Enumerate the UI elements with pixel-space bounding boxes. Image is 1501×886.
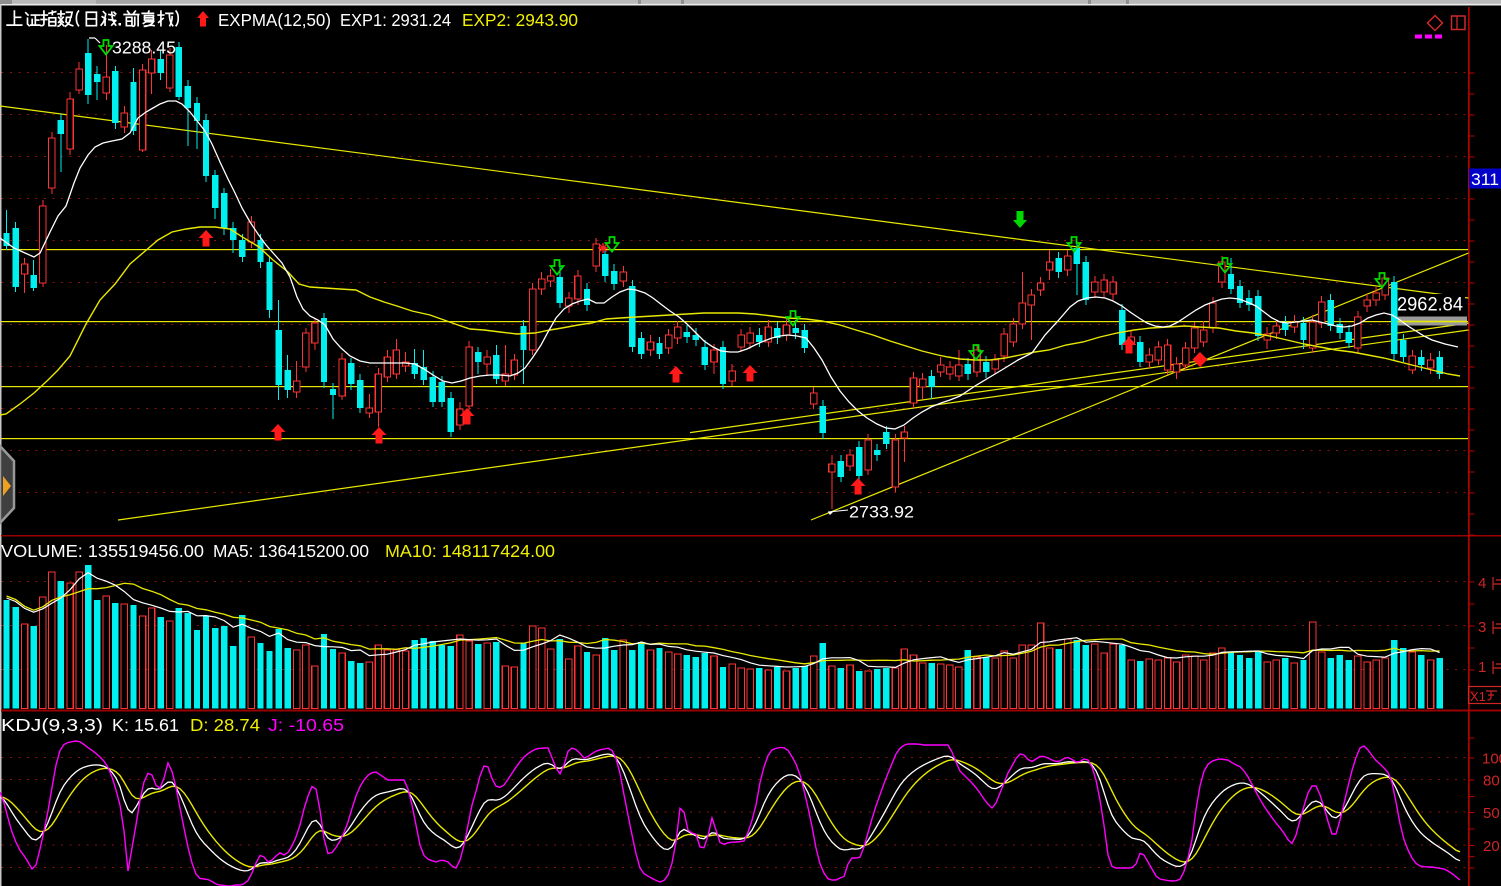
svg-text:D: 28.74: D: 28.74 <box>190 715 260 735</box>
svg-text:J: -10.65: J: -10.65 <box>268 715 344 735</box>
svg-text:3: 3 <box>1478 619 1486 636</box>
svg-text:X1: X1 <box>1470 689 1486 704</box>
svg-text:100: 100 <box>1482 751 1501 768</box>
svg-text:K: 15.61: K: 15.61 <box>112 715 179 735</box>
svg-text:2733.92: 2733.92 <box>849 503 914 522</box>
svg-text:KDJ(9,3,3): KDJ(9,3,3) <box>1 715 103 735</box>
svg-text:EXPMA(12,50): EXPMA(12,50) <box>218 10 331 30</box>
svg-text:311: 311 <box>1471 170 1499 189</box>
svg-text:VOLUME: 135519456.00: VOLUME: 135519456.00 <box>1 541 204 561</box>
svg-text:50: 50 <box>1483 805 1500 822</box>
svg-text:80: 80 <box>1483 773 1500 790</box>
svg-text:EXP1: 2931.24: EXP1: 2931.24 <box>340 10 451 30</box>
svg-text:20: 20 <box>1483 838 1500 855</box>
svg-text:2962.84: 2962.84 <box>1397 295 1463 316</box>
svg-text:3288.45: 3288.45 <box>112 38 176 58</box>
svg-text:MA10: 148117424.00: MA10: 148117424.00 <box>385 541 555 561</box>
svg-text:4: 4 <box>1478 575 1486 592</box>
svg-text:MA5: 136415200.00: MA5: 136415200.00 <box>213 541 369 561</box>
svg-text:1: 1 <box>1478 659 1486 676</box>
svg-text:EXP2: 2943.90: EXP2: 2943.90 <box>462 10 578 30</box>
